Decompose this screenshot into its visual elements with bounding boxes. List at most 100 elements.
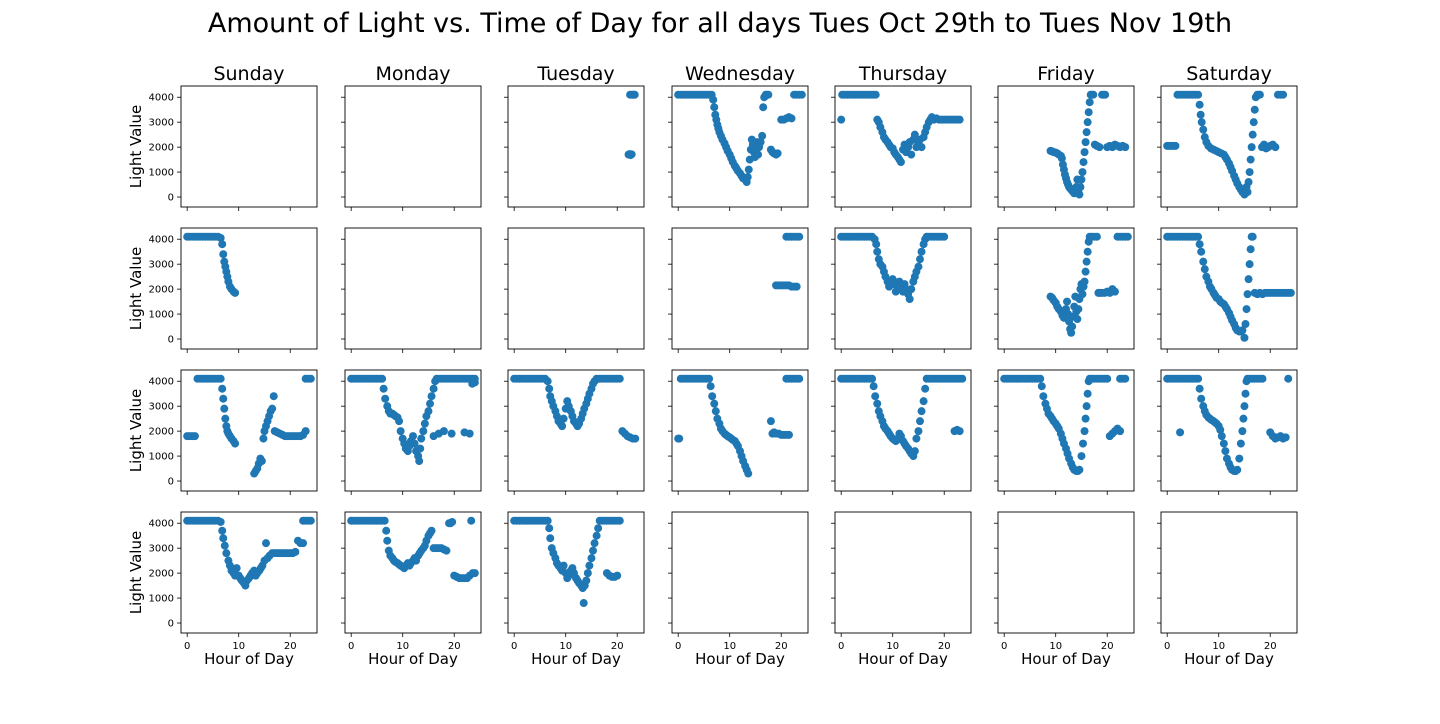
data-point [1083,247,1092,256]
data-point [1238,326,1247,335]
x-tick-label: 20 [1101,641,1114,652]
data-point [1082,257,1091,266]
subplot-frame [997,227,1135,350]
data-point [1245,260,1254,269]
data-point [1082,402,1091,411]
subplot-frame [180,511,318,634]
subplot-frame [507,85,645,208]
data-point [1195,100,1204,109]
data-point [380,516,389,525]
data-point [396,427,405,436]
data-point [306,374,315,383]
data-point [219,250,228,259]
data-point [1238,427,1247,436]
x-tick-label: 0 [838,641,844,652]
data-point [784,430,793,439]
data-point [545,384,554,393]
data-point [1195,384,1204,393]
x-tick-label: 0 [1001,641,1007,652]
data-point [1063,297,1072,306]
data-point [795,374,804,383]
data-point [1123,232,1132,241]
data-point [919,397,928,406]
subplot-frame [507,227,645,350]
data-point [759,103,768,112]
data-point [1194,374,1203,383]
data-point [1241,389,1250,398]
data-point [426,399,434,408]
data-point [1080,148,1089,157]
data-point [232,564,241,573]
data-point [1197,394,1206,403]
data-point [1199,257,1208,266]
y-tick-label: 0 [168,619,174,630]
data-point [1244,275,1253,284]
data-point [1080,427,1089,436]
data-point [381,394,390,403]
x-tick-label: 10 [559,641,572,652]
data-point [907,285,916,294]
data-point [1057,154,1066,163]
data-point [1196,110,1205,119]
x-tick-label: 0 [1164,641,1170,652]
data-point [744,165,753,174]
y-tick-label: 2000 [149,569,174,580]
subplot-frame [671,369,809,492]
data-point [631,434,640,443]
data-point [1221,447,1230,456]
data-point [1249,118,1258,127]
data-point [871,392,880,401]
data-point [447,429,456,438]
data-point [543,377,552,386]
y-tick-label: 1000 [149,168,174,179]
data-point [1248,130,1257,139]
data-point [1219,439,1228,448]
y-tick-label: 1000 [149,310,174,321]
subplot-frame [834,227,972,350]
column-title-thursday: Thursday [858,63,947,85]
data-point [871,90,880,99]
data-point [1197,247,1206,256]
data-point [231,288,240,297]
data-point [1089,90,1098,99]
data-point [592,531,601,540]
data-point [306,516,315,525]
data-point [1239,414,1248,423]
data-point [675,434,684,443]
data-point [1084,108,1093,117]
data-point [1271,143,1280,152]
column-title-tuesday: Tuesday [536,63,614,85]
data-point [1250,105,1259,114]
x-tick-label: 20 [938,641,951,652]
data-point [448,517,457,526]
data-point [470,569,479,578]
data-point [589,546,597,555]
data-point [1074,305,1083,314]
x-tick-label: 0 [675,641,681,652]
data-point [873,247,882,256]
data-point [1286,288,1295,297]
data-point [613,571,622,580]
data-point [1258,374,1267,383]
y-tick-label: 4000 [149,235,174,246]
data-point [869,382,878,391]
subplot-frame [344,511,482,634]
data-point [410,439,419,448]
y-tick-label: 4000 [149,377,174,388]
data-point [1240,333,1249,342]
data-point [1081,267,1090,276]
data-point [917,407,926,416]
data-point [395,417,404,426]
data-point [1081,138,1090,147]
y-tick-label: 3000 [149,118,174,129]
column-title-wednesday: Wednesday [685,63,795,85]
data-point [710,399,719,408]
x-axis-label: Hour of Day [695,650,785,668]
data-point [914,427,923,436]
data-point [590,539,599,548]
data-point [379,384,388,393]
x-tick-label: 10 [232,641,245,652]
data-point [1101,90,1110,99]
data-point [268,404,277,413]
figure-title: Amount of Light vs. Time of Day for all … [207,8,1233,39]
